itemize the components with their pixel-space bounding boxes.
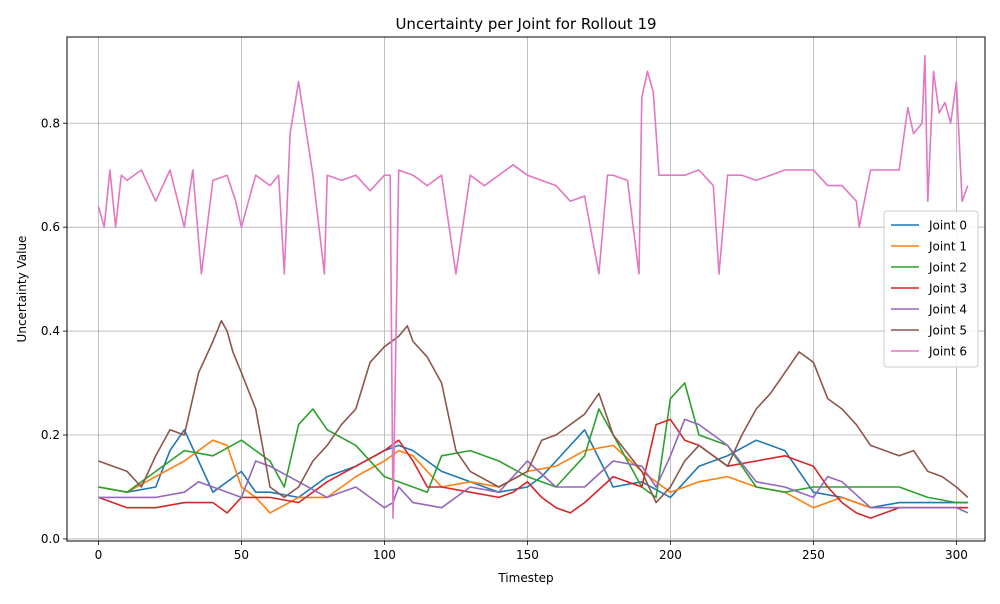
legend-label-joint-3: Joint 3 — [928, 282, 967, 296]
x-tick-label: 50 — [234, 548, 249, 562]
y-tick-label: 0.8 — [41, 116, 60, 130]
legend-box — [883, 210, 979, 368]
y-tick-label: 0.0 — [41, 532, 60, 546]
legend-label-joint-4: Joint 4 — [928, 303, 967, 317]
x-axis-label: Timestep — [497, 571, 553, 585]
series-lines — [97, 54, 969, 519]
y-axis-label: Uncertainty Value — [15, 236, 29, 343]
series-line-joint-6 — [97, 54, 969, 519]
x-tick-label: 150 — [516, 548, 539, 562]
series-line-joint-5 — [98, 319, 969, 504]
chart-title: Uncertainty per Joint for Rollout 19 — [395, 15, 656, 33]
legend-label-joint-5: Joint 5 — [928, 324, 967, 338]
legend-label-joint-1: Joint 1 — [928, 240, 967, 254]
y-tick-label: 0.6 — [41, 220, 60, 234]
series-line-joint-2 — [98, 382, 968, 504]
legend: Joint 0 Joint 1 Joint 2 Joint 3 Joint 4 Joint… — [883, 210, 979, 368]
x-tick-label: 0 — [95, 548, 103, 562]
x-tick-label: 200 — [659, 548, 682, 562]
legend-label-joint-0: Joint 0 — [928, 219, 967, 233]
y-tick-label: 0.2 — [41, 428, 60, 442]
series-line-joint-4 — [98, 418, 969, 514]
legend-label-joint-2: Joint 2 — [928, 261, 967, 275]
x-tick-label: 250 — [802, 548, 825, 562]
series-line-joint-3 — [98, 418, 968, 519]
y-tick-label: 0.4 — [41, 324, 60, 338]
plot-frame — [66, 36, 986, 542]
x-tick-label: 300 — [945, 548, 968, 562]
x-tick-label: 100 — [373, 548, 396, 562]
legend-label-joint-6: Joint 6 — [928, 345, 967, 359]
grid-lines — [67, 37, 985, 541]
axis-ticks: 0 50 100 150 200 250 300 0.0 0.2 0.4 0.6 0.8 — [41, 116, 968, 562]
